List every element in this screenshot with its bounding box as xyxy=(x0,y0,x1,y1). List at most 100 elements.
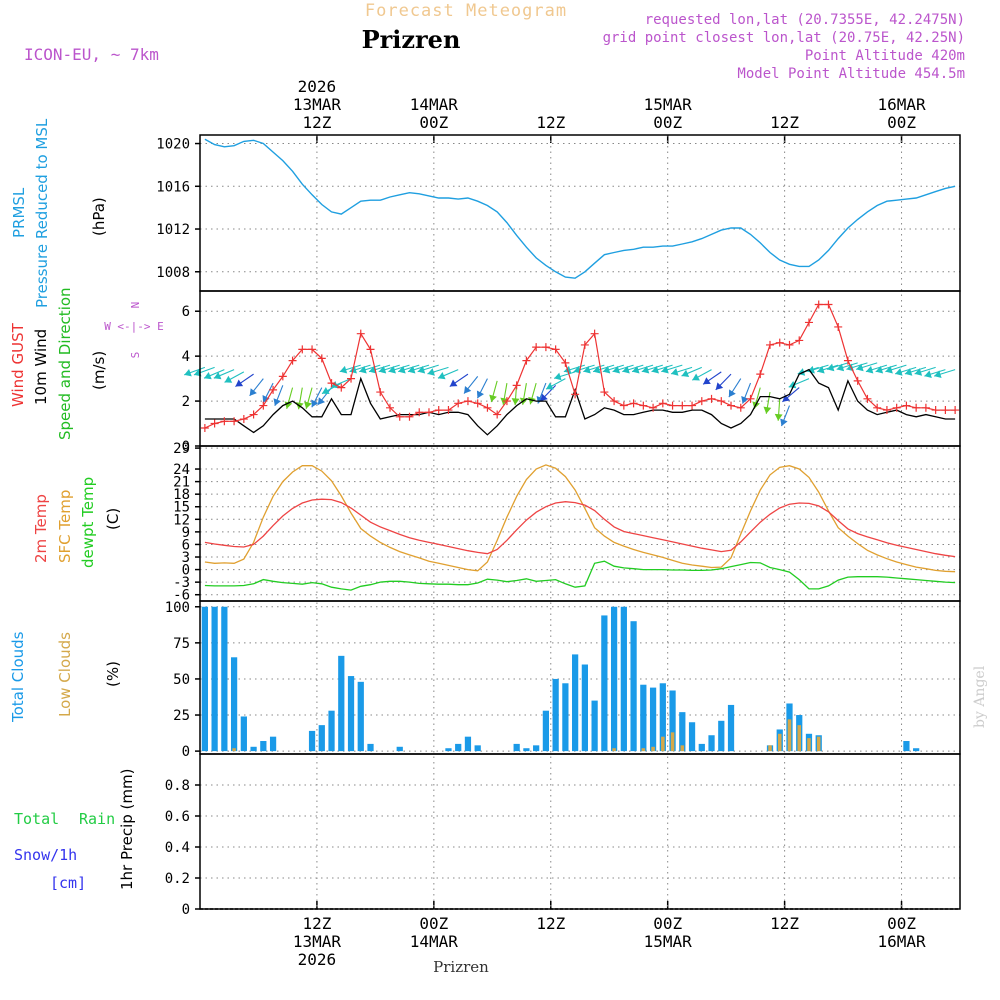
total-cloud-bar xyxy=(581,664,588,752)
wind-10m-label: 10m Wind xyxy=(32,329,50,405)
gust-marker xyxy=(853,376,862,385)
wind-gust-line xyxy=(204,303,956,429)
point-altitude: Point Altitude 420m xyxy=(805,48,965,64)
total-cloud-bar xyxy=(347,676,355,752)
precip-labels: Total Rain Snow/1h [cm] 1hr Precip (mm) xyxy=(14,769,136,892)
total-cloud-bar xyxy=(201,606,208,752)
wind-arrow-head xyxy=(641,365,650,374)
y-tick-label: 0 xyxy=(182,902,190,918)
total-cloud-bar xyxy=(659,683,666,752)
bottom-time-label: 12Z xyxy=(302,914,331,933)
compass-we: W <-|-> E xyxy=(104,320,164,333)
wind-arrow-head xyxy=(780,418,788,427)
low-cloud-bar xyxy=(232,748,236,752)
wind-arrow-head xyxy=(826,363,835,372)
gust-marker xyxy=(580,340,589,349)
y-tick-label: 29 xyxy=(173,441,190,457)
y-tick-label: 1016 xyxy=(156,179,190,195)
total-cloud-bar xyxy=(308,730,316,752)
gust-marker xyxy=(775,338,784,347)
gust-marker xyxy=(230,417,239,426)
wind-labels: Wind GUST 10m Wind Speed and Direction (… xyxy=(9,287,164,440)
top-time-label: 00Z xyxy=(653,113,682,132)
gust-marker xyxy=(532,343,541,352)
gust-marker xyxy=(668,401,677,410)
wind-arrow-head xyxy=(546,382,554,390)
gust-marker xyxy=(863,394,872,403)
total-cloud-bar xyxy=(328,710,335,752)
gust-marker xyxy=(356,329,365,338)
y-tick-label: 0 xyxy=(182,439,190,455)
wind-arrow-head xyxy=(651,365,660,374)
gust-marker xyxy=(415,408,424,417)
wind-arrow-head xyxy=(317,397,326,405)
gust-marker xyxy=(941,406,950,415)
gust-marker xyxy=(931,406,940,415)
wind-arrow-head xyxy=(661,365,669,374)
wind-arrow-head xyxy=(417,365,426,374)
gust-marker xyxy=(814,300,823,309)
gust-marker xyxy=(921,403,930,412)
total-cloud-bar xyxy=(464,736,472,752)
y-tick-label: 9 xyxy=(182,525,190,541)
wind-arrow-head xyxy=(817,365,825,374)
gust-marker xyxy=(649,403,658,412)
wind-arrow-head xyxy=(262,395,270,403)
wind-arrow-head xyxy=(856,363,864,372)
total-cloud-bar xyxy=(669,690,676,752)
low-cloud-bar xyxy=(768,745,772,752)
total-cloud-bar xyxy=(513,743,520,752)
low-clouds-label: Low Clouds xyxy=(56,632,74,717)
watermark: by Angel xyxy=(972,665,988,728)
y-tick-label: 0 xyxy=(182,744,190,760)
wind-arrow-head xyxy=(449,379,458,387)
gust-marker xyxy=(766,340,774,349)
total-cloud-bar xyxy=(221,606,228,752)
bottom-time-label: 16MAR xyxy=(877,932,926,951)
wind-arrow-head xyxy=(875,365,884,374)
total-cloud-bar xyxy=(455,743,462,752)
wind-arrow-head xyxy=(934,370,942,378)
total-cloud-bar xyxy=(396,746,403,752)
y-tick-label: 0 xyxy=(182,563,190,579)
gust-marker xyxy=(454,399,463,408)
wind-arrow-head xyxy=(741,396,749,404)
low-cloud-bar xyxy=(797,725,801,752)
wind-arrow-head xyxy=(224,375,233,383)
gust-marker xyxy=(210,419,219,428)
wind-arrow-head xyxy=(692,373,700,381)
wind-arrow-head xyxy=(895,368,903,376)
top-time-label: 12Z xyxy=(536,113,565,132)
clouds-unit: (%) xyxy=(104,661,122,687)
total-cloud-bar xyxy=(640,684,647,752)
cloud-labels: Total Clouds Low Clouds (%) xyxy=(9,631,122,723)
wind-arrow-head xyxy=(476,390,484,399)
gust-marker xyxy=(395,412,404,421)
y-tick-label: -3 xyxy=(173,575,190,591)
pressure-label-1: PRMSL xyxy=(10,187,28,238)
panel-frames xyxy=(199,134,961,910)
gust-marker xyxy=(697,397,706,406)
gust-marker xyxy=(892,403,901,412)
gust-marker xyxy=(308,345,317,354)
gridpoint-coords: grid point closest lon,lat (20.75E, 42.2… xyxy=(603,30,965,46)
pressure-line xyxy=(204,138,956,279)
wind-arrow-head xyxy=(763,406,772,414)
wind-arrow-head xyxy=(622,365,630,374)
gust-marker xyxy=(912,403,921,412)
total-cloud-bar xyxy=(610,606,618,752)
low-cloud-bar xyxy=(670,732,675,752)
gust-marker xyxy=(736,403,745,412)
low-cloud-bar xyxy=(816,736,821,752)
wind-arrow-head xyxy=(914,368,923,376)
low-cloud-bar xyxy=(612,748,616,752)
y-tick-label: 3 xyxy=(182,550,190,566)
gust-marker xyxy=(590,329,599,338)
y-axes: 10081012101610200246-6-30369121518212429… xyxy=(156,137,200,918)
wind-arrow-head xyxy=(407,365,416,374)
low-cloud-bar xyxy=(661,736,665,752)
wind-arrow-head xyxy=(427,368,435,376)
y-tick-label: 2 xyxy=(182,394,190,410)
